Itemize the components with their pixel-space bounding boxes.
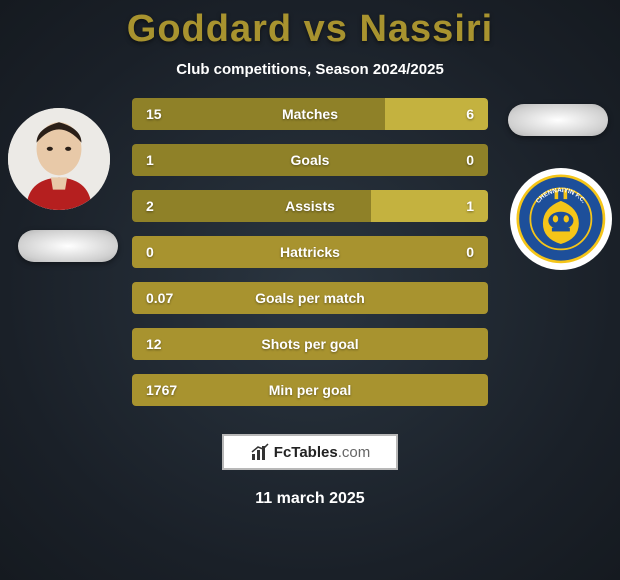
stat-label: Hattricks: [132, 244, 488, 260]
source-logo: FcTables.com: [222, 434, 398, 470]
stat-bars: 15Matches61Goals02Assists10Hattricks00.0…: [132, 98, 488, 406]
stat-label: Min per goal: [132, 382, 488, 398]
stat-label: Goals: [132, 152, 488, 168]
player1-club-badge: [18, 230, 118, 262]
stat-label: Goals per match: [132, 290, 488, 306]
stat-bar: 12Shots per goal: [132, 328, 488, 360]
logo-suffix: .com: [338, 444, 371, 461]
stat-bar: 0Hattricks0: [132, 236, 488, 268]
logo-brand: FcTables: [274, 444, 338, 461]
stat-bar: 1Goals0: [132, 144, 488, 176]
page-title: Goddard vs Nassiri: [0, 0, 620, 51]
date-label: 11 march 2025: [0, 490, 620, 508]
stat-bar: 1767Min per goal: [132, 374, 488, 406]
stat-label: Assists: [132, 198, 488, 214]
comparison-panel: CHENNAIYIN F.C. 15Matches61Goals02Assist…: [0, 98, 620, 406]
player2-avatar: CHENNAIYIN F.C.: [510, 168, 612, 270]
player2-club-badge: [508, 104, 608, 136]
stat-bar: 15Matches6: [132, 98, 488, 130]
subtitle: Club competitions, Season 2024/2025: [0, 61, 620, 78]
player1-avatar: [8, 108, 110, 210]
club-crest-icon: CHENNAIYIN F.C.: [516, 174, 606, 264]
stat-bar: 0.07Goals per match: [132, 282, 488, 314]
bar-chart-icon: [250, 442, 270, 462]
stat-value-right: 0: [466, 152, 474, 168]
stat-value-right: 1: [466, 198, 474, 214]
logo-text: FcTables.com: [274, 444, 370, 461]
person-icon: [8, 108, 110, 210]
stat-value-right: 0: [466, 244, 474, 260]
stat-bar: 2Assists1: [132, 190, 488, 222]
stat-value-right: 6: [466, 106, 474, 122]
stat-label: Matches: [132, 106, 488, 122]
stat-label: Shots per goal: [132, 336, 488, 352]
